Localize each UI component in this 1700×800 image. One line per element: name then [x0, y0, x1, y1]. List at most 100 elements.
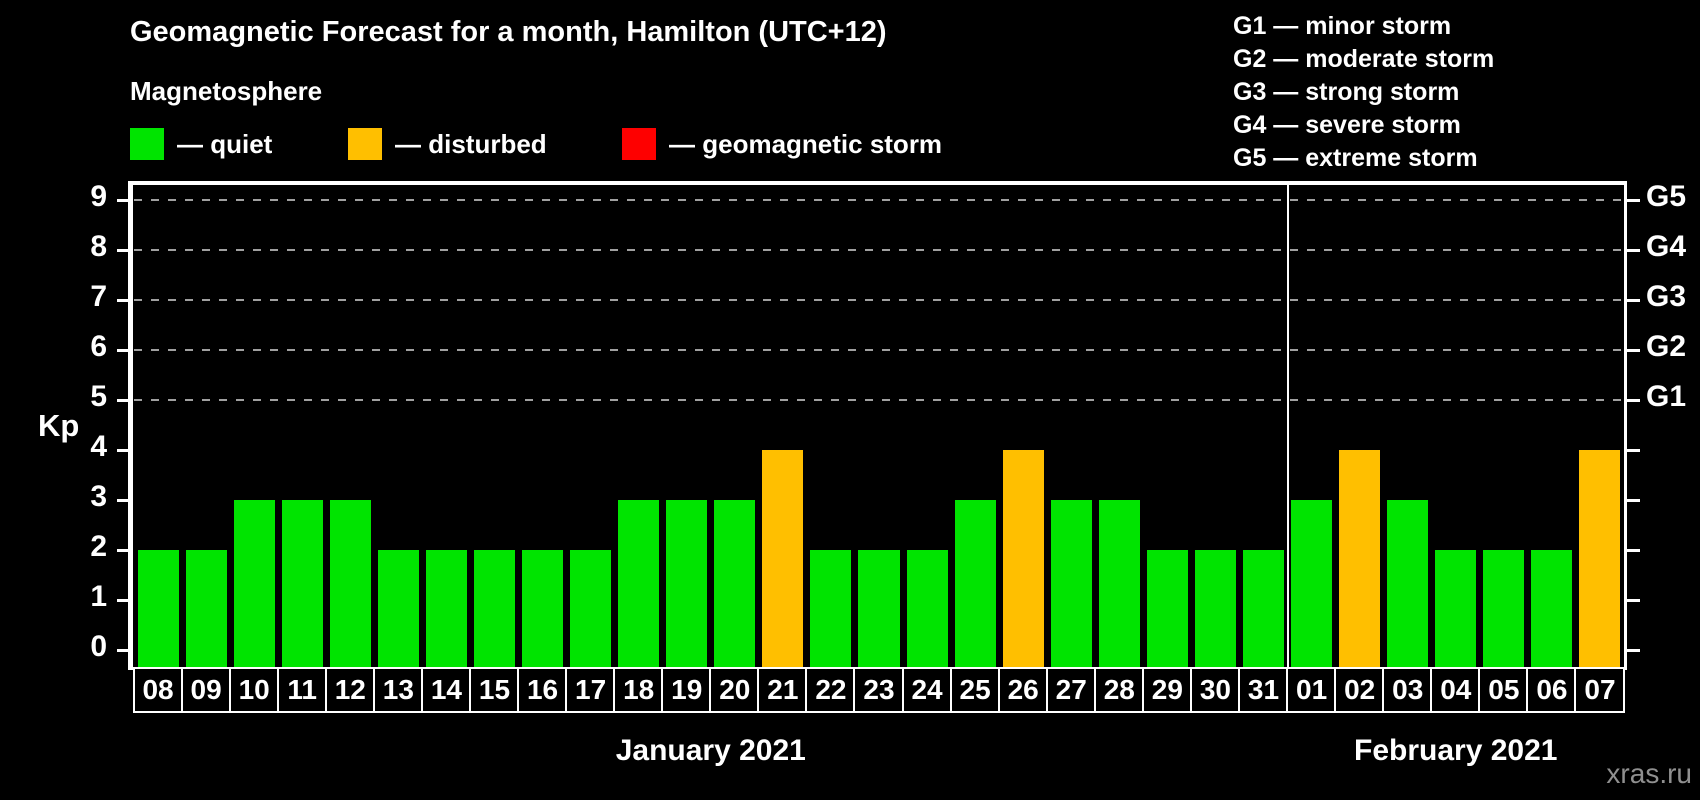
- bar-day-07: [1579, 450, 1621, 667]
- gridline-kp5: [134, 399, 1624, 401]
- bar-day-10: [233, 500, 275, 667]
- legend-item-label: — disturbed: [395, 128, 547, 159]
- y-tick-left-5: [117, 398, 131, 402]
- y-tick-right-1: [1626, 598, 1640, 602]
- day-label-30: 30: [1189, 667, 1241, 713]
- y-tick-right-6: [1626, 348, 1640, 352]
- bar-day-09: [185, 550, 227, 667]
- y-tick-label-0: 0: [90, 630, 107, 663]
- day-label-22: 22: [805, 667, 857, 713]
- g-legend-line-g1: G1 — minor storm: [1233, 12, 1452, 40]
- bar-day-06: [1531, 550, 1573, 667]
- quiet-color-swatch: [130, 128, 164, 160]
- bar-day-20: [714, 500, 756, 667]
- y-tick-right-4: [1626, 448, 1640, 452]
- y-tick-left-0: [117, 648, 131, 652]
- bar-day-28: [1098, 500, 1140, 667]
- bar-day-23: [858, 550, 900, 667]
- y-tick-left-3: [117, 498, 131, 502]
- legend-item-quiet: — quiet: [130, 128, 272, 160]
- legend-item-disturbed: — disturbed: [348, 128, 547, 160]
- bar-day-22: [810, 550, 852, 667]
- page-title: Geomagnetic Forecast for a month, Hamilt…: [130, 16, 887, 48]
- day-label-02: 02: [1334, 667, 1386, 713]
- bar-day-12: [329, 500, 371, 667]
- bar-day-14: [425, 550, 467, 667]
- day-label-19: 19: [661, 667, 713, 713]
- day-label-16: 16: [517, 667, 569, 713]
- y-tick-right-7: [1626, 298, 1640, 302]
- y-tick-right-9: [1626, 198, 1640, 202]
- day-label-01: 01: [1286, 667, 1338, 713]
- day-label-11: 11: [276, 667, 328, 713]
- bar-day-03: [1387, 500, 1429, 667]
- day-label-08: 08: [132, 667, 184, 713]
- bar-day-21: [762, 450, 804, 667]
- bar-day-16: [522, 550, 564, 667]
- bar-day-29: [1146, 550, 1188, 667]
- y-tick-right-8: [1626, 248, 1640, 252]
- g-scale-label-g4: G4: [1646, 230, 1687, 263]
- y-tick-left-7: [117, 298, 131, 302]
- day-label-24: 24: [901, 667, 953, 713]
- bar-day-15: [473, 550, 515, 667]
- legend-item-label: — geomagnetic storm: [669, 128, 943, 159]
- g-legend-line-g2: G2 — moderate storm: [1233, 45, 1495, 73]
- y-tick-label-2: 2: [90, 530, 107, 563]
- bar-day-18: [618, 500, 660, 667]
- day-label-13: 13: [372, 667, 424, 713]
- y-tick-label-8: 8: [90, 230, 107, 263]
- y-axis-label: Kp: [38, 408, 80, 443]
- bar-day-25: [954, 500, 996, 667]
- day-label-10: 10: [228, 667, 280, 713]
- disturbed-color-swatch: [348, 128, 382, 160]
- bar-day-24: [906, 550, 948, 667]
- y-tick-right-0: [1626, 648, 1640, 652]
- day-label-07: 07: [1574, 667, 1626, 713]
- y-tick-right-2: [1626, 548, 1640, 552]
- month-label-january: January 2021: [615, 734, 806, 767]
- y-tick-right-3: [1626, 498, 1640, 502]
- day-label-09: 09: [180, 667, 232, 713]
- y-tick-label-7: 7: [90, 280, 107, 313]
- gridline-kp9: [134, 199, 1624, 201]
- day-label-12: 12: [324, 667, 376, 713]
- g-scale-legend: G1 — minor storm G2 — moderate storm G3 …: [1233, 10, 1494, 175]
- magnetosphere-legend-heading: Magnetosphere: [130, 76, 323, 106]
- day-label-06: 06: [1526, 667, 1578, 713]
- y-tick-left-2: [117, 548, 131, 552]
- storm-color-swatch: [622, 128, 656, 160]
- day-label-05: 05: [1478, 667, 1530, 713]
- day-label-21: 21: [757, 667, 809, 713]
- bar-day-30: [1194, 550, 1236, 667]
- month-label-february: February 2021: [1354, 734, 1558, 767]
- y-tick-label-3: 3: [90, 480, 107, 513]
- day-label-20: 20: [709, 667, 761, 713]
- day-label-29: 29: [1141, 667, 1193, 713]
- y-tick-right-5: [1626, 398, 1640, 402]
- day-label-17: 17: [565, 667, 617, 713]
- gridline-kp7: [134, 299, 1624, 301]
- bar-day-02: [1339, 450, 1381, 667]
- bar-day-26: [1002, 450, 1044, 667]
- gridline-kp6: [134, 349, 1624, 351]
- bar-day-05: [1483, 550, 1525, 667]
- gridline-kp8: [134, 249, 1624, 251]
- day-label-18: 18: [613, 667, 665, 713]
- g-scale-label-g2: G2: [1646, 330, 1687, 363]
- day-label-15: 15: [468, 667, 520, 713]
- bar-day-04: [1435, 550, 1477, 667]
- g-legend-line-g3: G3 — strong storm: [1233, 78, 1460, 106]
- day-label-25: 25: [949, 667, 1001, 713]
- g-legend-line-g5: G5 — extreme storm: [1233, 144, 1478, 172]
- bar-day-19: [666, 500, 708, 667]
- legend-item-label: — quiet: [177, 128, 273, 159]
- g-legend-line-g4: G4 — severe storm: [1233, 111, 1461, 139]
- g-scale-label-g1: G1: [1646, 380, 1687, 413]
- day-label-03: 03: [1382, 667, 1434, 713]
- bar-day-17: [570, 550, 612, 667]
- day-label-14: 14: [420, 667, 472, 713]
- day-label-04: 04: [1430, 667, 1482, 713]
